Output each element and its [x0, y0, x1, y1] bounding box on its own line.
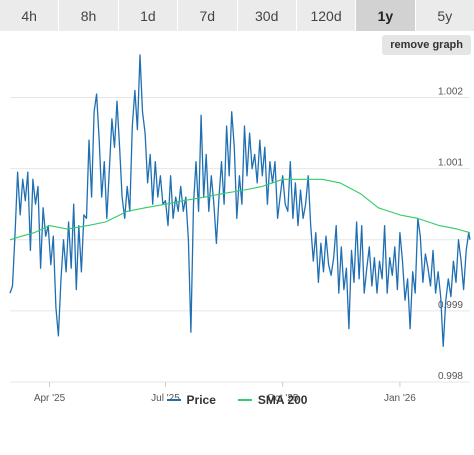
tab-4h[interactable]: 4h [0, 0, 60, 31]
remove-graph-button[interactable]: remove graph [382, 35, 471, 55]
tab-120d[interactable]: 120d [296, 0, 357, 31]
x-tick-label: Jan '26 [384, 393, 416, 404]
sma-200-line [9, 178, 471, 241]
y-tick-label: 0.999 [438, 300, 463, 311]
series-lines [9, 54, 471, 348]
x-tick-label: Apr '25 [34, 393, 66, 404]
y-tick-label: 0.998 [438, 371, 463, 382]
tab-30d[interactable]: 30d [237, 0, 297, 31]
legend: Price SMA 200 [0, 393, 474, 407]
grid-lines [10, 97, 470, 387]
price-line [9, 54, 471, 348]
legend-item-price[interactable]: Price [166, 393, 216, 407]
tab-5y[interactable]: 5y [415, 0, 474, 31]
timeframe-tabs: 4h 8h 1d 7d 30d 120d 1y 5y [0, 0, 474, 31]
tab-8h[interactable]: 8h [59, 0, 119, 31]
tab-1d[interactable]: 1d [118, 0, 179, 31]
tab-7d[interactable]: 7d [178, 0, 238, 31]
axis-labels: 0.998 0.999 1.001 1.002 Apr '25 Jul '25 Oct '2… [34, 87, 464, 404]
tab-1y[interactable]: 1y [356, 0, 416, 31]
y-tick-label: 1.001 [438, 158, 463, 169]
x-tick-label: Oct '25 [267, 393, 299, 404]
legend-swatch-sma [237, 399, 252, 401]
legend-label-price: Price [186, 393, 216, 407]
legend-item-sma[interactable]: SMA 200 [237, 393, 308, 407]
legend-label-sma: SMA 200 [257, 393, 308, 407]
x-tick-label: Jul '25 [151, 393, 180, 404]
y-tick-label: 1.002 [438, 87, 463, 98]
legend-swatch-price [166, 399, 181, 401]
